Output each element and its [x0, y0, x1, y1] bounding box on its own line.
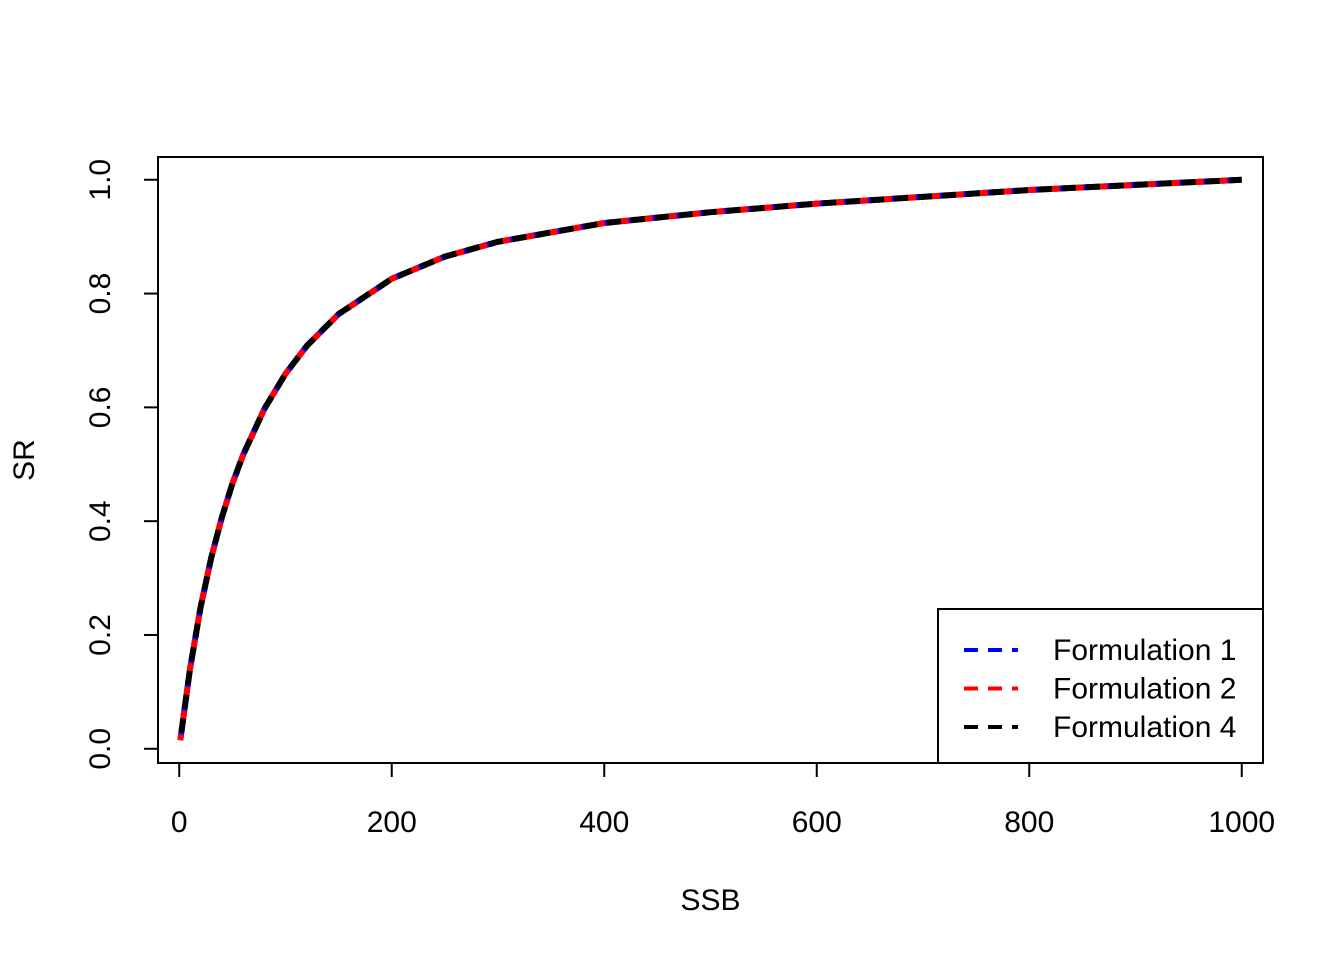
- y-tick-label: 1.0: [84, 159, 117, 201]
- x-tick-label: 200: [367, 806, 417, 839]
- legend-label-2: Formulation 2: [1053, 673, 1236, 706]
- x-axis: 0 200 400 600 800 1000: [171, 762, 1275, 839]
- legend-box: [937, 608, 1264, 764]
- x-tick-label: 600: [792, 806, 842, 839]
- x-axis-title: SSB: [680, 884, 740, 917]
- legend-label-1: Formulation 1: [1053, 634, 1236, 667]
- x-tick-label: 400: [579, 806, 629, 839]
- y-tick-label: 0.8: [84, 273, 117, 315]
- y-tick-label: 0.4: [84, 500, 117, 542]
- x-tick-label: 800: [1004, 806, 1054, 839]
- y-axis-title: SR: [8, 439, 41, 481]
- series-line-3: [177, 176, 1242, 741]
- y-tick-label: 0.6: [84, 387, 117, 429]
- legend: Formulation 1 Formulation 2 Formulation 4: [937, 608, 1264, 764]
- series-layer: [177, 176, 1242, 741]
- y-tick-label: 0.2: [84, 614, 117, 656]
- x-tick-label: 1000: [1208, 806, 1275, 839]
- series-line-2: [177, 176, 1242, 741]
- x-tick-label: 0: [171, 806, 188, 839]
- legend-label-3: Formulation 4: [1053, 711, 1236, 744]
- y-axis: 0.0 0.2 0.4 0.6 0.8 1.0: [84, 159, 159, 770]
- y-tick-label: 0.0: [84, 728, 117, 770]
